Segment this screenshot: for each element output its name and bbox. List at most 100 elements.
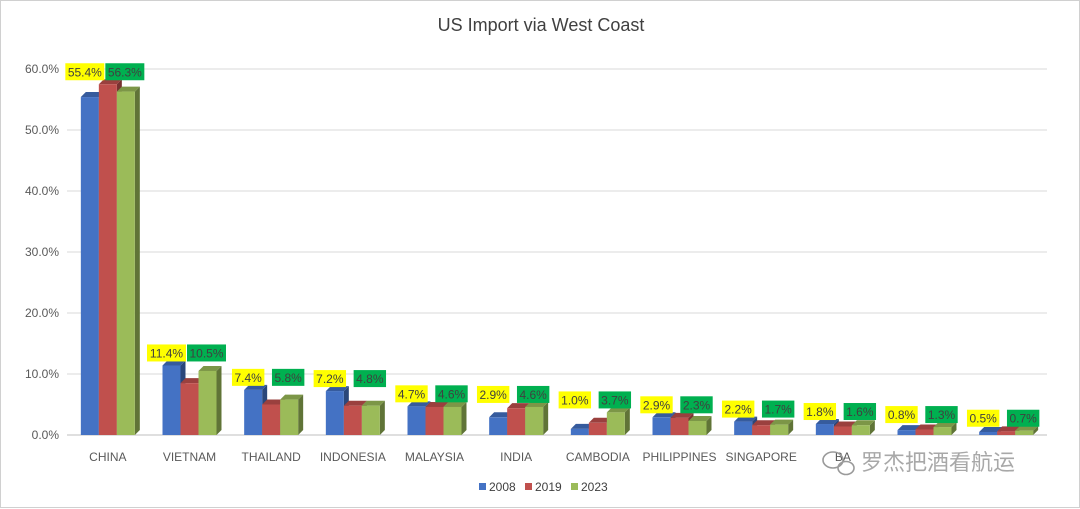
data-labels: 55.4% 56.3% 11.4% 10.5% 7.4% 5.8% 7.2% 4.8% 4.7%…	[65, 63, 1040, 427]
category-label: CHINA	[89, 450, 126, 464]
data-label: 10.5%	[189, 346, 223, 360]
bar-top	[343, 400, 367, 406]
bar	[815, 424, 834, 435]
bar-top	[525, 401, 549, 407]
data-label-bg	[803, 403, 837, 421]
bar-top	[979, 426, 1003, 432]
bar	[407, 406, 426, 435]
bar	[425, 406, 444, 435]
x-axis-categories: CHINA VIETNAM THAILAND INDONESIA MALAYSIA IND…	[89, 450, 851, 464]
bar	[770, 424, 789, 435]
data-label-bg	[558, 391, 592, 409]
bar	[280, 399, 299, 435]
data-label: 0.8%	[888, 408, 916, 422]
bar	[933, 427, 952, 435]
data-label-bg	[598, 391, 632, 409]
data-label-bg	[721, 400, 755, 418]
bar-top	[198, 365, 222, 371]
data-label: 1.3%	[928, 408, 956, 422]
bar	[652, 417, 671, 435]
legend-label: 2023	[581, 480, 608, 494]
wechat-icon	[822, 451, 855, 476]
bar-top	[1015, 425, 1039, 431]
category-label: THAILAND	[241, 450, 301, 464]
data-label: 4.7%	[398, 387, 426, 401]
bar-top	[262, 399, 286, 405]
bar-top	[425, 401, 449, 407]
legend-label: 2008	[489, 480, 516, 494]
bar-side	[1033, 425, 1039, 435]
data-label: 11.4%	[150, 346, 183, 360]
bar-top	[606, 407, 630, 413]
data-label-bg	[105, 63, 145, 81]
data-label: 7.2%	[316, 372, 344, 386]
bar-side	[706, 415, 712, 435]
data-label-bg	[231, 368, 265, 386]
category-label: MALAYSIA	[405, 450, 464, 464]
bar-top	[180, 378, 204, 384]
bar	[244, 389, 263, 435]
data-label-bg	[761, 400, 795, 418]
data-label: 4.6%	[438, 387, 466, 401]
bar	[979, 431, 998, 435]
bar	[198, 370, 217, 435]
chart-title: US Import via West Coast	[438, 15, 645, 35]
bar	[489, 417, 508, 435]
bar-top	[489, 412, 513, 418]
bar-top	[815, 419, 839, 425]
data-label: 3.7%	[601, 393, 629, 407]
data-label: 1.7%	[764, 403, 792, 417]
bar	[325, 391, 344, 435]
bar	[1015, 430, 1034, 435]
legend-swatch	[479, 483, 486, 490]
y-tick-label: 0.0%	[32, 428, 60, 442]
bar-side	[869, 420, 875, 435]
data-label: 1.0%	[561, 393, 589, 407]
data-label-bg	[147, 344, 186, 362]
bar	[361, 405, 380, 435]
legend: 2008 2019 2023	[479, 480, 608, 494]
bar-side	[298, 394, 304, 435]
watermark: 罗杰把酒看航运	[822, 451, 1015, 476]
bar	[734, 421, 753, 435]
bar	[688, 420, 707, 435]
bar-top	[443, 401, 467, 407]
category-label: INDONESIA	[320, 450, 386, 464]
bar-side	[461, 401, 467, 435]
bar-top	[280, 394, 304, 400]
bar	[752, 425, 771, 435]
data-label: 55.4%	[68, 65, 102, 79]
legend-swatch	[571, 483, 578, 490]
data-label: 0.5%	[969, 412, 997, 426]
data-label: 2.9%	[479, 388, 507, 402]
y-tick-label: 60.0%	[25, 62, 59, 76]
bar-top	[851, 420, 875, 426]
bar-top	[652, 412, 676, 418]
data-label-bg	[476, 385, 510, 403]
data-label-bg	[435, 385, 468, 403]
category-label: PHILIPPINES	[642, 450, 716, 464]
bar-side	[543, 401, 549, 435]
bar	[833, 426, 852, 435]
bar	[606, 412, 625, 435]
bar-top	[244, 384, 268, 390]
bar	[570, 428, 589, 435]
data-label-bg	[885, 406, 918, 424]
data-label: 5.8%	[274, 371, 302, 385]
bar	[997, 431, 1016, 435]
data-label-bg	[1006, 409, 1040, 427]
data-label: 2.9%	[643, 398, 671, 412]
data-label: 0.7%	[1009, 412, 1037, 426]
bar-top	[997, 426, 1021, 432]
bar	[98, 84, 117, 435]
bar	[507, 408, 526, 435]
y-tick-label: 50.0%	[25, 123, 59, 137]
data-label-bg	[313, 370, 347, 388]
data-label-bg	[640, 396, 673, 414]
category-label: SINGAPORE	[725, 450, 796, 464]
data-label-bg	[65, 63, 105, 81]
watermark-text: 罗杰把酒看航运	[861, 451, 1015, 476]
data-label: 4.8%	[356, 372, 384, 386]
bar-top	[670, 412, 694, 418]
